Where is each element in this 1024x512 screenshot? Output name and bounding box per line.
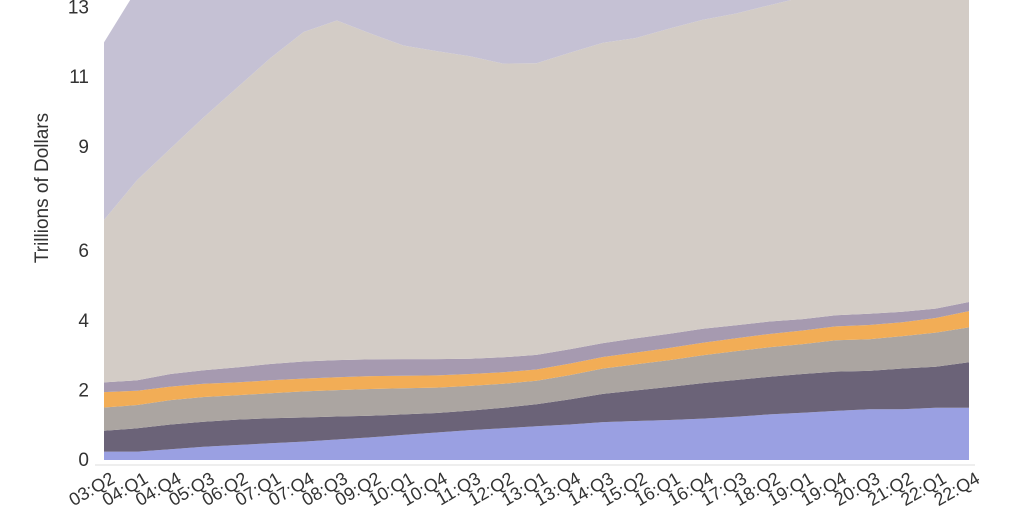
y-tick-label: 9 (78, 137, 89, 158)
area-series-5 (104, 302, 969, 393)
y-tick-label: 13 (68, 0, 89, 19)
area-series-4 (104, 311, 969, 408)
y-tick-label: 2 (78, 380, 89, 401)
y-tick-label: 11 (69, 67, 89, 88)
area-series-7 (104, 0, 792, 220)
area-series-group (104, 0, 969, 460)
area-series-3 (104, 327, 969, 431)
x-axis-ticks: 03:Q204:Q104:Q405:Q306:Q207:Q107:Q408:Q3… (66, 468, 983, 510)
area-series-2 (104, 362, 969, 452)
y-axis-ticks: 0 2 4 6 9 11 13 (68, 0, 90, 471)
y-tick-label: 0 (78, 450, 89, 471)
y-axis-label: Trillions of Dollars (32, 113, 53, 263)
area-series-6 (104, 0, 969, 383)
y-tick-label: 6 (78, 241, 89, 262)
area-series-1 (104, 407, 969, 460)
y-tick-label: 4 (78, 311, 89, 332)
